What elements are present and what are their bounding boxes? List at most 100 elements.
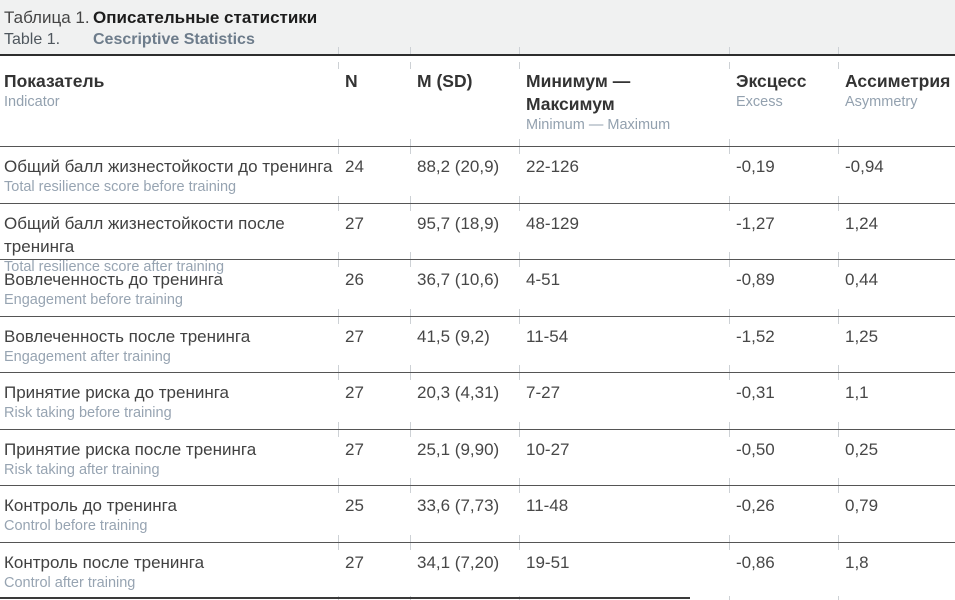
indicator-en: Total resilience score before training xyxy=(4,179,237,195)
excess-cell: -0,31 xyxy=(729,373,838,429)
msd-cell: 25,1 (9,90) xyxy=(410,429,519,486)
table-header-row: Показатель Indicator N M (SD) Минимум — … xyxy=(0,58,955,147)
asymmetry-cell: 1,8 xyxy=(838,542,955,600)
excess-cell: -0,26 xyxy=(729,486,838,542)
msd-cell: 20,3 (4,31) xyxy=(410,373,519,429)
table-row: Общий балл жизнестойкости после тренинга… xyxy=(0,203,955,275)
indicator-ru: Вовлеченность после тренинга xyxy=(4,326,251,346)
indicator-en: Engagement before training xyxy=(4,292,183,308)
asymmetry-cell: 0,44 xyxy=(838,260,955,316)
bottom-border-partial xyxy=(0,597,690,599)
col-header-minmax-en: Minimum — Maximum xyxy=(526,117,671,133)
column-tick xyxy=(838,47,839,54)
excess-cell: -1,27 xyxy=(729,203,838,260)
col-header-asymmetry: Ассиметрия Asymmetry xyxy=(838,62,955,146)
column-tick xyxy=(338,47,339,54)
msd-cell: 33,6 (7,73) xyxy=(410,486,519,542)
excess-cell: -0,19 xyxy=(729,147,838,203)
asymmetry-cell: 1,25 xyxy=(838,316,955,373)
asymmetry-cell: 1,24 xyxy=(838,203,955,260)
indicator-en: Total resilience score after training xyxy=(4,258,225,275)
indicator-en: Control after training xyxy=(4,574,136,591)
column-tick xyxy=(519,47,520,54)
caption-label-ru: Таблица 1. xyxy=(4,8,90,27)
caption-label-en: Table 1. xyxy=(4,31,61,48)
col-header-msd-ru: M (SD) xyxy=(417,71,473,91)
asymmetry-cell: 1,1 xyxy=(838,373,955,429)
indicator-ru: Общий балл жизнестойкости до тренинга xyxy=(4,157,333,176)
col-header-asymmetry-en: Asymmetry xyxy=(845,94,918,110)
msd-cell: 36,7 (10,6) xyxy=(410,260,519,316)
col-header-minmax-ru: Минимум — Максимум xyxy=(526,71,631,114)
excess-cell: -0,50 xyxy=(729,429,838,486)
indicator-ru: Контроль после тренинга xyxy=(4,552,205,572)
table-row: Принятие риска после тренинга Risk takin… xyxy=(0,429,955,486)
n-cell: 27 xyxy=(338,203,410,260)
indicator-cell: Принятие риска после тренинга Risk takin… xyxy=(0,438,338,486)
minmax-cell: 11-54 xyxy=(519,316,729,373)
indicator-ru: Принятие риска до тренинга xyxy=(4,383,230,402)
col-header-n: N xyxy=(338,62,410,146)
col-header-indicator-ru: Показатель xyxy=(4,71,105,91)
excess-cell: -0,89 xyxy=(729,260,838,316)
minmax-cell: 10-27 xyxy=(519,429,729,486)
col-header-asymmetry-ru: Ассиметрия xyxy=(845,71,951,91)
indicator-cell: Контроль после тренинга Control after tr… xyxy=(0,551,338,600)
col-header-indicator: Показатель Indicator xyxy=(0,70,338,146)
caption-line-en: Table 1. Cescriptive Statistics xyxy=(0,29,955,51)
asymmetry-cell: 0,79 xyxy=(838,486,955,542)
indicator-cell: Общий балл жизнестойкости до тренинга To… xyxy=(0,155,338,203)
indicator-en: Risk taking before training xyxy=(4,405,172,421)
col-header-n-ru: N xyxy=(345,71,358,91)
indicator-cell: Контроль до тренинга Control before trai… xyxy=(0,494,338,542)
n-cell: 27 xyxy=(338,373,410,429)
msd-cell: 34,1 (7,20) xyxy=(410,542,519,600)
caption-title-ru: Описательные статистики xyxy=(93,8,318,27)
indicator-ru: Принятие риска после тренинга xyxy=(4,439,257,459)
col-header-minmax: Минимум — Максимум Minimum — Maximum xyxy=(519,62,729,146)
col-header-indicator-en: Indicator xyxy=(4,94,60,110)
indicator-en: Control before training xyxy=(4,518,148,534)
table-caption-band: Таблица 1. Описательные статистики Table … xyxy=(0,0,955,56)
table-row: Контроль до тренинга Control before trai… xyxy=(0,486,955,543)
n-cell: 27 xyxy=(338,316,410,373)
indicator-cell: Общий балл жизнестойкости после тренинга… xyxy=(0,212,338,275)
minmax-cell: 4-51 xyxy=(519,260,729,316)
n-cell: 27 xyxy=(338,542,410,600)
col-header-msd: M (SD) xyxy=(410,62,519,146)
caption-line-ru: Таблица 1. Описательные статистики xyxy=(0,6,955,29)
indicator-ru: Вовлеченность до тренинга xyxy=(4,270,223,289)
minmax-cell: 48-129 xyxy=(519,203,729,260)
col-header-excess-ru: Эксцесс xyxy=(736,71,807,91)
statistics-table: Показатель Indicator N M (SD) Минимум — … xyxy=(0,58,955,600)
column-tick xyxy=(410,47,411,54)
column-tick xyxy=(729,47,730,54)
minmax-cell: 19-51 xyxy=(519,542,729,600)
table-row: Вовлеченность после тренинга Engagement … xyxy=(0,316,955,373)
indicator-cell: Принятие риска до тренинга Risk taking b… xyxy=(0,381,338,429)
n-cell: 27 xyxy=(338,429,410,486)
indicator-ru: Общий балл жизнестойкости после тренинга xyxy=(4,213,285,256)
excess-cell: -0,86 xyxy=(729,542,838,600)
col-header-excess-en: Excess xyxy=(736,94,783,110)
table-row: Контроль после тренинга Control after tr… xyxy=(0,542,955,600)
indicator-en: Engagement after training xyxy=(4,348,171,365)
caption-title-en: Cescriptive Statistics xyxy=(93,31,255,48)
indicator-cell: Вовлеченность до тренинга Engagement bef… xyxy=(0,268,338,316)
indicator-en: Risk taking after training xyxy=(4,461,160,478)
msd-cell: 41,5 (9,2) xyxy=(410,316,519,373)
table-row: Общий балл жизнестойкости до тренинга To… xyxy=(0,147,955,204)
n-cell: 24 xyxy=(338,147,410,203)
col-header-excess: Эксцесс Excess xyxy=(729,62,838,146)
minmax-cell: 7-27 xyxy=(519,373,729,429)
n-cell: 25 xyxy=(338,486,410,542)
indicator-ru: Контроль до тренинга xyxy=(4,496,177,515)
indicator-cell: Вовлеченность после тренинга Engagement … xyxy=(0,325,338,373)
asymmetry-cell: -0,94 xyxy=(838,147,955,203)
table-row: Принятие риска до тренинга Risk taking b… xyxy=(0,373,955,430)
excess-cell: -1,52 xyxy=(729,316,838,373)
minmax-cell: 11-48 xyxy=(519,486,729,542)
table-row: Вовлеченность до тренинга Engagement bef… xyxy=(0,260,955,317)
asymmetry-cell: 0,25 xyxy=(838,429,955,486)
